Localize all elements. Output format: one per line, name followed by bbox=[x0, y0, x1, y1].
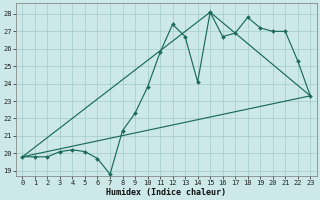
X-axis label: Humidex (Indice chaleur): Humidex (Indice chaleur) bbox=[106, 188, 226, 197]
